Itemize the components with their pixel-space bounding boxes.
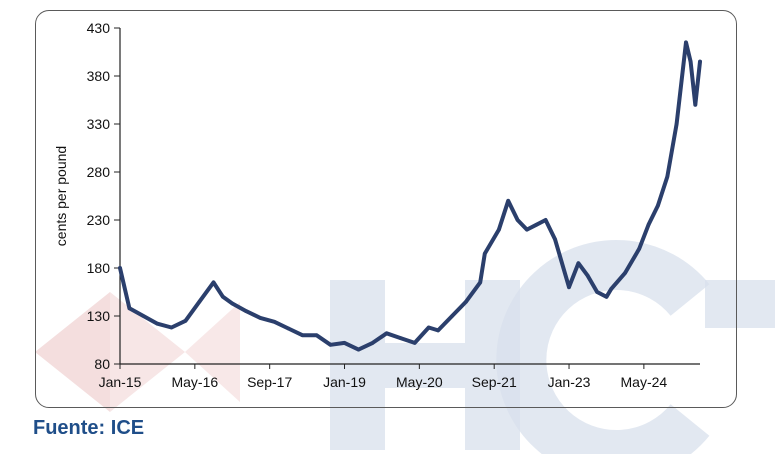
series-point bbox=[183, 319, 188, 323]
series-point bbox=[595, 290, 599, 294]
y-axis-label: cents per pound bbox=[53, 146, 69, 246]
series-point bbox=[155, 321, 160, 326]
x-tick-label: Jan-23 bbox=[548, 374, 591, 390]
series-point bbox=[656, 203, 660, 208]
chart-panel bbox=[35, 10, 737, 408]
series-point bbox=[515, 218, 520, 222]
x-tick-label: May-20 bbox=[396, 374, 443, 390]
y-tick-label: 380 bbox=[87, 68, 111, 84]
series-point bbox=[426, 325, 431, 330]
series-point bbox=[141, 314, 146, 318]
series-point bbox=[585, 273, 590, 278]
series-point bbox=[356, 347, 361, 352]
series-point bbox=[646, 223, 651, 227]
series-point bbox=[370, 341, 375, 345]
series-point bbox=[244, 309, 249, 314]
y-tick-label: 180 bbox=[87, 260, 111, 276]
series-point bbox=[412, 341, 417, 345]
y-tick-label: 130 bbox=[87, 308, 111, 324]
series-point bbox=[197, 299, 202, 304]
series-point bbox=[637, 247, 641, 251]
series-point bbox=[674, 122, 679, 126]
series-point bbox=[328, 343, 333, 347]
series-point bbox=[497, 227, 501, 232]
series-point bbox=[384, 331, 389, 336]
series-point bbox=[665, 175, 670, 179]
series-point bbox=[398, 336, 403, 340]
y-tick-label: 230 bbox=[87, 212, 111, 228]
series-point bbox=[604, 295, 609, 299]
series-point bbox=[609, 287, 613, 291]
series-point bbox=[342, 341, 347, 345]
series-point bbox=[698, 59, 702, 64]
series-point bbox=[464, 299, 468, 304]
series-point bbox=[211, 280, 216, 285]
series-point bbox=[230, 301, 235, 306]
series-point bbox=[534, 223, 539, 227]
series-point bbox=[688, 59, 693, 64]
series-point bbox=[576, 261, 581, 266]
series-point bbox=[543, 218, 548, 222]
series-line bbox=[118, 40, 702, 352]
y-tick-label: 80 bbox=[94, 356, 110, 372]
series-point bbox=[127, 306, 132, 311]
x-axis-ticks: Jan-15 May-16 Sep-17 Jan-19 May-20 Sep-21 Jan-… bbox=[99, 364, 668, 390]
x-tick-label: Jan-15 bbox=[99, 374, 142, 390]
x-tick-label: Sep-17 bbox=[247, 374, 292, 390]
source-label: Fuente: ICE bbox=[33, 417, 145, 439]
series-point bbox=[525, 227, 529, 232]
y-axis-ticks: 80 130 180 230 280 330 380 430 bbox=[87, 20, 120, 372]
x-tick-label: Jan-19 bbox=[323, 374, 366, 390]
x-tick-label: May-16 bbox=[171, 374, 218, 390]
series-point bbox=[436, 328, 440, 333]
series-point bbox=[483, 251, 487, 256]
series-point bbox=[553, 237, 557, 241]
y-tick-label: 280 bbox=[87, 164, 111, 180]
x-tick-label: Sep-21 bbox=[472, 374, 517, 390]
series-point bbox=[623, 271, 627, 275]
series-point bbox=[567, 285, 571, 290]
series-point bbox=[300, 333, 305, 338]
series-point bbox=[118, 266, 122, 270]
series-point bbox=[258, 316, 263, 320]
series-point bbox=[272, 319, 277, 324]
series-point bbox=[314, 333, 319, 338]
y-tick-label: 430 bbox=[87, 20, 111, 36]
series-point bbox=[478, 280, 482, 285]
series-points bbox=[118, 40, 702, 352]
series-point bbox=[506, 199, 511, 203]
series-point bbox=[684, 40, 688, 45]
series-point bbox=[286, 326, 291, 331]
series-point bbox=[450, 314, 454, 318]
x-tick-label: May-24 bbox=[621, 374, 668, 390]
series-point bbox=[221, 295, 225, 299]
series-point bbox=[169, 325, 174, 330]
y-tick-label: 330 bbox=[87, 116, 111, 132]
series-point bbox=[693, 103, 698, 107]
